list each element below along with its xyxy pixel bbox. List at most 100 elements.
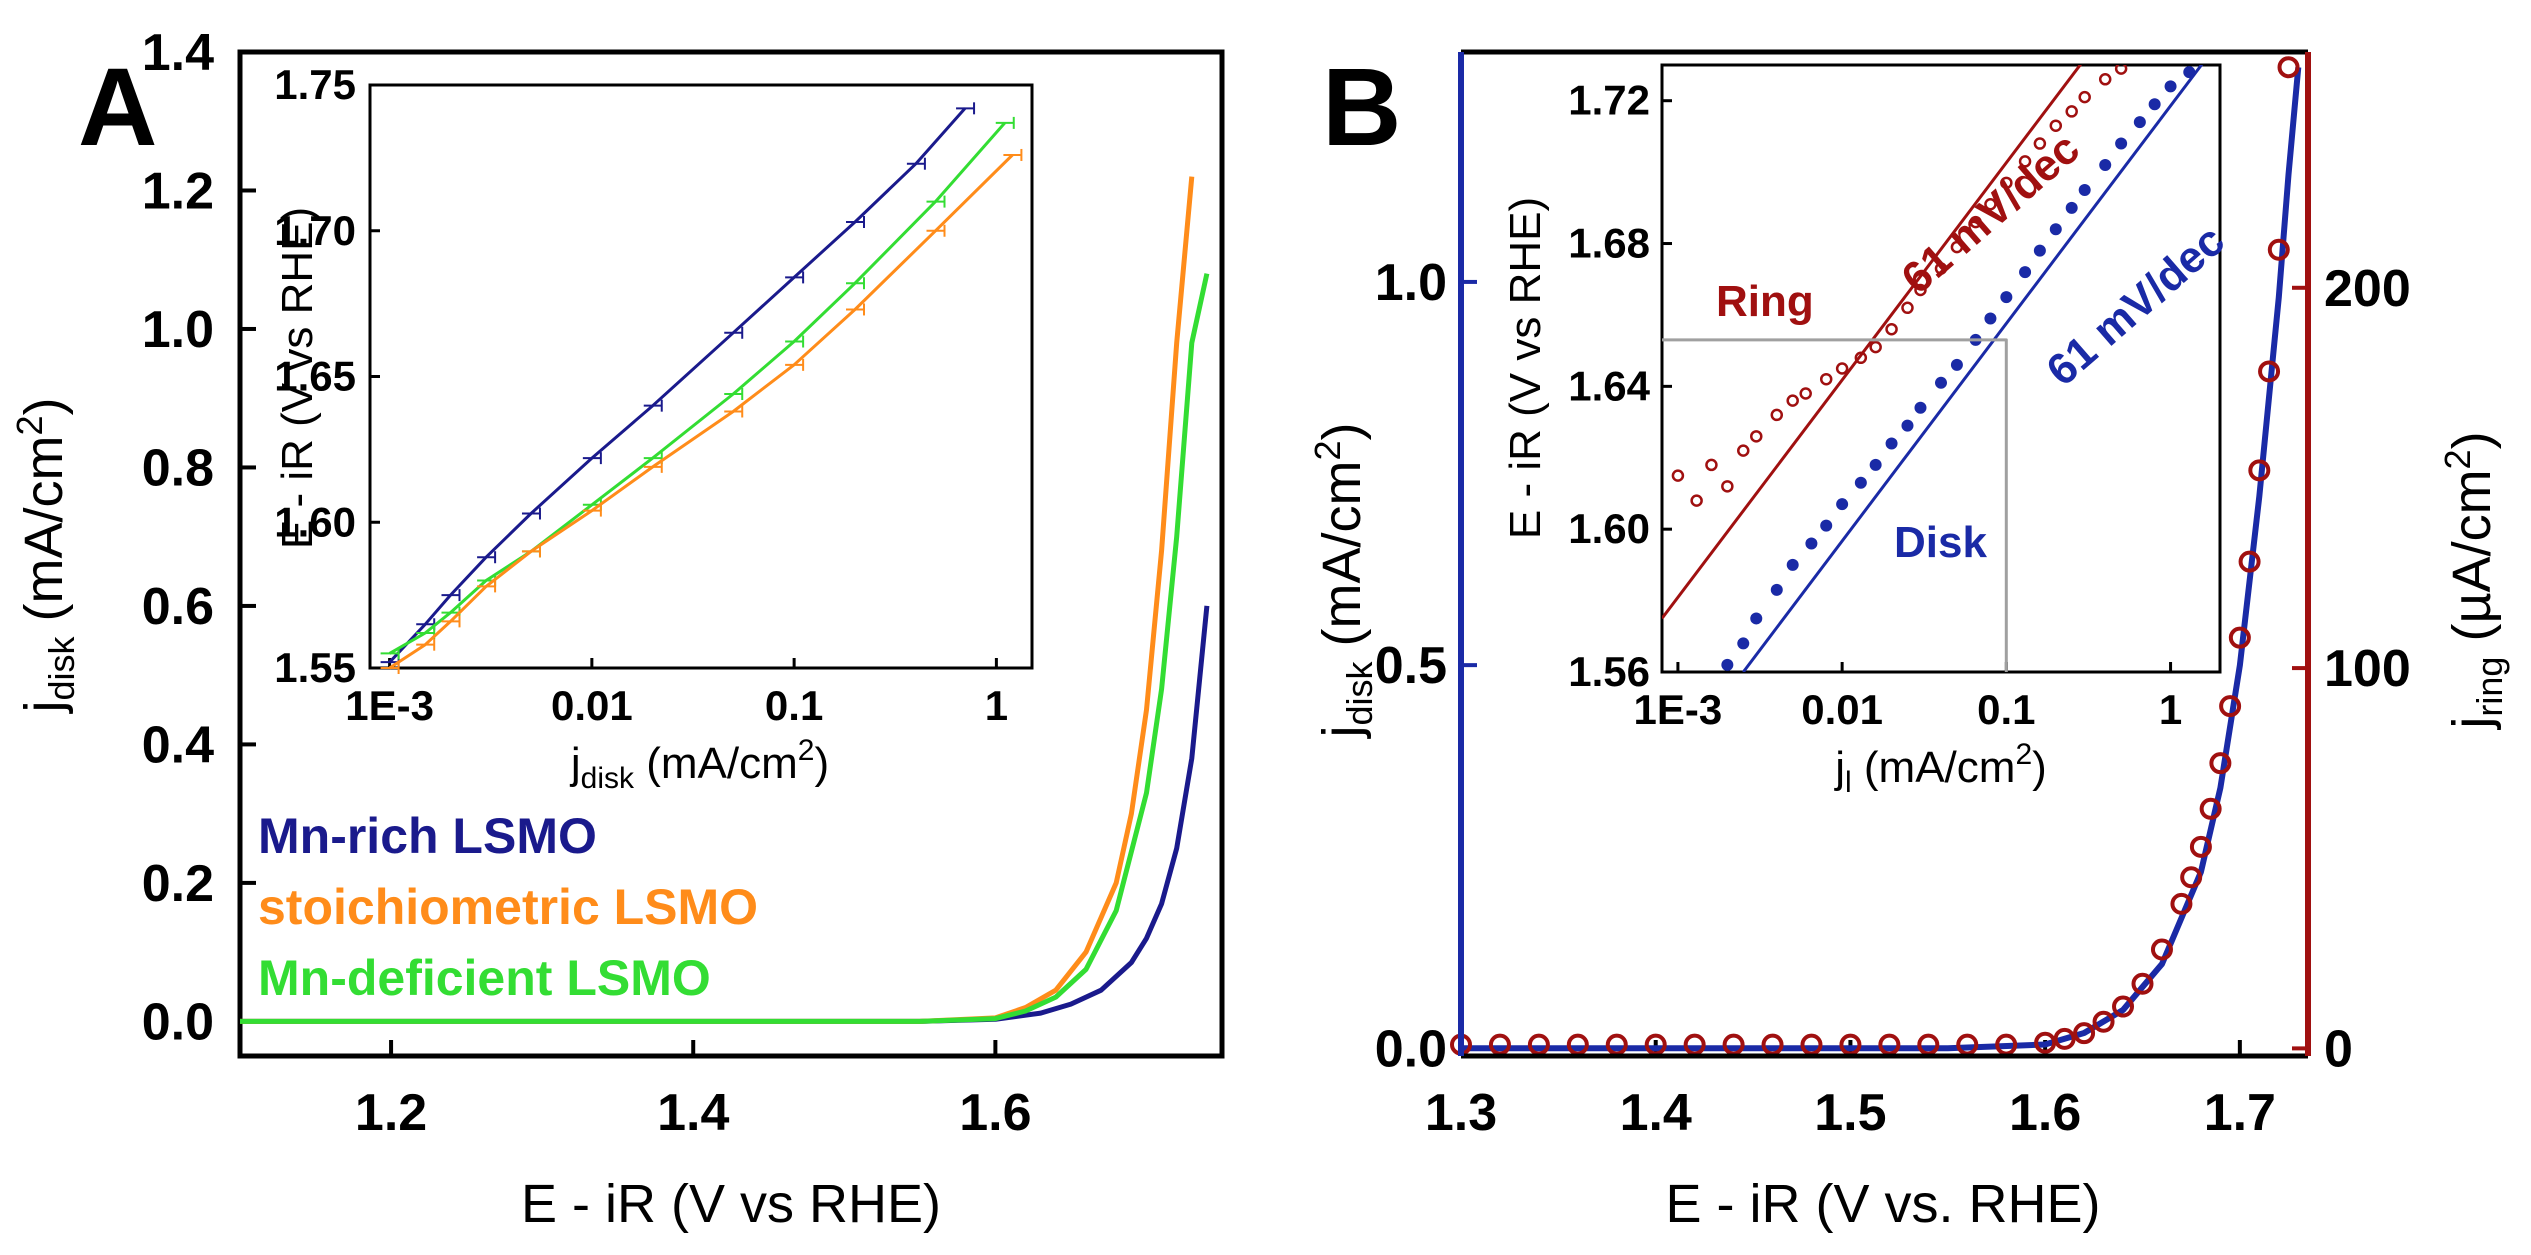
inset-disk-point (2065, 201, 2078, 214)
inset-disk-point (1721, 658, 1734, 671)
inset-ring-point (2098, 73, 2112, 86)
x-tick-label: 0.1 (765, 682, 823, 729)
panel-b: B 1.3 1.4 1.5 1.6 1.7 0.0 0.5 1.0 0 100 200 E - iR… (1307, 46, 2510, 1234)
inset-ring-point (1770, 408, 1784, 422)
inset-disk-point (2049, 223, 2062, 236)
inset-ring-point (1934, 262, 1948, 275)
series-line-mn-rich-lsmo (388, 107, 967, 664)
y-tick-label: 0.0 (142, 993, 214, 1051)
inset-ring-point (1869, 340, 1882, 354)
inset-disk-point (1869, 458, 1882, 471)
y-tick-label: 1.55 (274, 644, 356, 691)
panel-a-inset-y-axis-title: E - iR (V vs RHE) (273, 207, 322, 549)
series-line-disk (1461, 67, 2302, 1052)
inset-label-ring: Ring (1716, 277, 1814, 326)
panel-b-label: B (1322, 46, 1401, 169)
inset-ring-point (2000, 176, 2013, 190)
y-tick-label: 0.2 (142, 855, 214, 913)
x-tick-label: 0.1 (1977, 686, 2035, 733)
inset-disk-point (1935, 376, 1947, 389)
inset-disk-point (1914, 401, 1927, 414)
inset-ring-point (2033, 137, 2047, 150)
x-tick-label: 1E-3 (345, 682, 434, 729)
y-tick-label: 1.56 (1568, 648, 1650, 695)
inset-ring-point (1835, 362, 1849, 375)
inset-ring-point (2065, 105, 2078, 118)
inset-ring-point (2018, 155, 2032, 168)
panel-a-label: A (78, 46, 157, 169)
x-tick-label: 1.6 (2009, 1084, 2081, 1142)
y-tick-label: 0.0 (1375, 1020, 1447, 1078)
ring-point (2112, 995, 2135, 1018)
inset-ring-point (1914, 283, 1927, 297)
x-tick-label: 1.5 (1814, 1084, 1886, 1142)
x-tick-label: 1E-3 (1634, 686, 1723, 733)
series-line-guide (1662, 338, 2008, 672)
ring-point (2189, 835, 2212, 858)
ring-point (2267, 238, 2290, 261)
inset-ring-point (1901, 301, 1914, 315)
y-tick-label: 1.60 (274, 498, 356, 545)
y-tick-label: 0.4 (142, 716, 214, 774)
inset-ring-point (1671, 469, 1685, 482)
panel-a-x-axis-title: E - iR (V vs RHE) (521, 1174, 941, 1234)
ring-point (2180, 866, 2203, 889)
x-tick-label: 1.6 (959, 1084, 1031, 1142)
inset-disk-point (1950, 358, 1963, 371)
y-tick-label: 1.0 (142, 301, 214, 359)
ring-point (2150, 938, 2173, 961)
inset-disk-point (1750, 612, 1763, 625)
ring-point (2228, 626, 2251, 649)
inset-disk-point (2019, 266, 2032, 279)
y-tick-label: 1.60 (1568, 505, 1650, 552)
y-tick-label: 1.68 (1568, 220, 1650, 267)
ring-point (2092, 1010, 2115, 1033)
x-tick-label: 0.01 (551, 682, 633, 729)
y-tick-label: 0.8 (142, 439, 214, 497)
inset-disk-point (2078, 183, 2091, 196)
y-tick-label: 1.65 (274, 353, 356, 400)
panel-b-inset-y-axis-title: E - iR (V vs RHE) (1501, 197, 1550, 539)
inset-ring-point (2114, 65, 2128, 75)
inset-ring-point (2049, 119, 2063, 132)
y-tick-label: 0.6 (142, 578, 214, 636)
y-tick-label: 1.70 (274, 207, 356, 254)
y-tick-label: 1.4 (142, 24, 214, 82)
panel-b-x-axis-title: E - iR (V vs. RHE) (1665, 1174, 2100, 1234)
y-tick-label: 1.2 (142, 162, 214, 220)
legend-mn-rich: Mn-rich LSMO (258, 808, 597, 864)
panel-b-inset-x-axis-title: jl (mA/cm2) (1833, 738, 2047, 799)
inset-ring-point (1705, 458, 1718, 472)
inset-ring-point (1969, 215, 1982, 229)
inset-ring-point (1984, 198, 1997, 211)
y-tick-label: 1.75 (274, 61, 356, 108)
inset-ring-point (1885, 322, 1898, 336)
inset-disk-point (1854, 476, 1867, 489)
series-line-mn-deficient-lsmo (388, 121, 1006, 655)
x-tick-label: 1.4 (657, 1084, 729, 1142)
panel-b-inset: 1E-3 0.01 0.1 1 1.56 1.60 1.64 1.68 1.72 jl (mA/… (1501, 63, 2234, 799)
panel-a-plot (240, 176, 1210, 1024)
ring-point (2131, 972, 2154, 995)
inset-disk-point (2033, 244, 2046, 257)
ring-point (2248, 459, 2271, 482)
ring-point (2053, 1027, 2076, 1050)
panel-b-inset-clipped (1662, 65, 2204, 672)
ring-point (2073, 1022, 2096, 1045)
right-y-tick-label: 100 (2324, 640, 2411, 698)
series-line-ring-fit (1662, 65, 2083, 620)
x-tick-label: 1.4 (1620, 1084, 1692, 1142)
x-tick-label: 1.7 (2204, 1084, 2276, 1142)
legend-mn-deficient: Mn-deficient LSMO (258, 950, 711, 1006)
panel-a: A 1.2 1.4 1.6 0.0 0.2 0.4 0.6 0.8 1.0 1.2 1.4 E - … (9, 24, 1225, 1234)
inset-ring-point (1690, 494, 1703, 507)
ring-point (2258, 360, 2281, 383)
inset-disk-point (1737, 637, 1750, 650)
inset-disk-point (1984, 312, 1997, 325)
inset-disk-point (2099, 158, 2112, 171)
ring-point (2277, 56, 2300, 79)
panel-b-inset-axes: 1E-3 0.01 0.1 1 1.56 1.60 1.64 1.68 1.72 (1568, 77, 2182, 733)
y-tick-label: 1.0 (1375, 254, 1447, 312)
ring-point (2209, 752, 2232, 775)
series-line-mn-deficient-lsmo (240, 273, 1210, 1024)
